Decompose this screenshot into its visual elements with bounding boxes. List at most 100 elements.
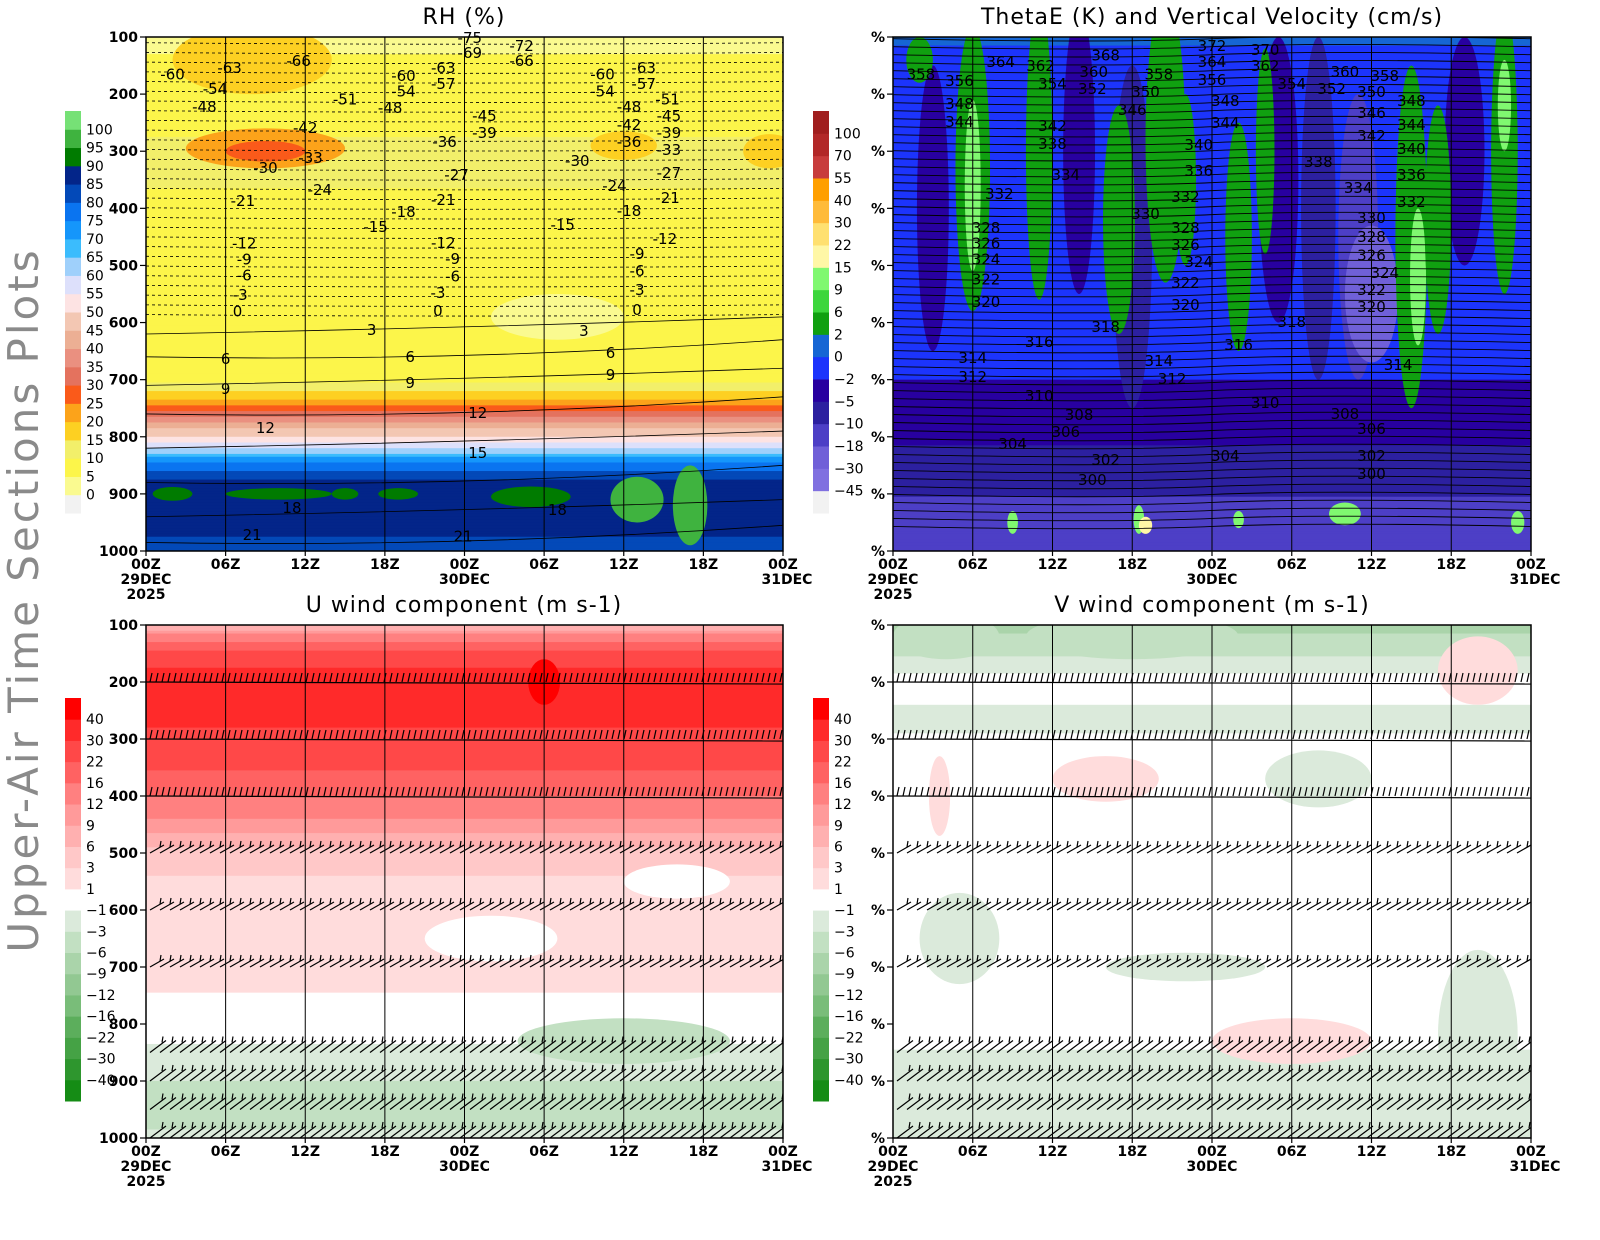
wind-barb (1346, 1093, 1364, 1110)
wind-barb (1296, 1093, 1314, 1110)
wind-barb (1096, 1036, 1114, 1053)
wind-barb (761, 729, 765, 740)
wind-barb (149, 1064, 167, 1082)
wind-barb (527, 729, 531, 740)
wind-barb (1166, 786, 1170, 797)
wind-barb (559, 840, 575, 854)
wind-barb (1516, 897, 1531, 911)
wind-barb (1026, 1093, 1044, 1110)
wind-barb (1178, 729, 1182, 740)
wind-barb (1478, 786, 1482, 797)
wind-barb (219, 954, 235, 968)
x-tick-label: 18Z (370, 557, 400, 573)
contour-label: -60 (160, 66, 185, 84)
wind-barb (629, 954, 645, 968)
wind-barb (1106, 729, 1110, 740)
wind-barb (221, 786, 225, 797)
wind-barb (986, 1064, 1004, 1082)
wind-barb (1156, 1064, 1174, 1082)
contour-label: -72 (509, 37, 534, 55)
x-tick-label: 18Z (1436, 557, 1466, 573)
x-tick-label: 12Z (1357, 1144, 1387, 1160)
contour-label: 324 (1184, 253, 1213, 271)
field-feature (743, 134, 783, 169)
wind-barb (926, 1036, 944, 1053)
wind-barb (1256, 1064, 1274, 1082)
wind-barb (1496, 786, 1500, 797)
wind-barb (589, 1036, 607, 1053)
wind-barb (1490, 672, 1494, 683)
wind-barb (1136, 1036, 1154, 1053)
wind-barb (1166, 1093, 1184, 1110)
wind-barb (353, 786, 357, 797)
wind-barb (419, 1036, 437, 1053)
wind-barb (1506, 840, 1522, 854)
wind-barb (755, 786, 759, 797)
wind-barb (509, 954, 525, 968)
wind-barb (575, 786, 579, 797)
wind-barb (1476, 1036, 1494, 1053)
x-tick-label: 00Z (450, 1144, 480, 1160)
wind-barb (1076, 840, 1092, 854)
x-date-label: 29DEC (868, 572, 919, 588)
colorbar-swatch (813, 468, 829, 492)
wind-barb (1366, 1093, 1384, 1110)
wind-barb (976, 840, 992, 854)
wind-barb (1266, 1036, 1284, 1053)
wind-barb (209, 786, 213, 797)
wind-barb (1400, 672, 1404, 683)
wind-barb (503, 672, 507, 683)
wind-barb (539, 786, 543, 797)
wind-barb (729, 897, 745, 911)
contour-label: -9 (630, 245, 645, 263)
wind-barb (197, 729, 201, 740)
wind-barb (317, 786, 321, 797)
wind-barb (906, 954, 922, 968)
wind-barb (669, 1121, 687, 1138)
wind-barb (227, 672, 231, 683)
contour-label: 304 (998, 435, 1027, 453)
wind-barb (1286, 729, 1290, 740)
contour-label: 324 (972, 251, 1001, 269)
wind-barb (1226, 786, 1230, 797)
wind-barb (1040, 672, 1044, 683)
contour-label: -45 (657, 107, 682, 125)
wind-barb (389, 954, 405, 968)
wind-barb (1266, 897, 1282, 911)
wind-barb (369, 1036, 387, 1053)
wind-barb (725, 672, 729, 683)
wind-barb (1466, 1064, 1484, 1082)
wind-barb (1448, 729, 1452, 740)
colorbar-label: 12 (86, 797, 104, 813)
wind-barb (227, 786, 231, 797)
contour-label: 9 (221, 380, 231, 398)
wind-barb (149, 954, 165, 968)
wind-barb (908, 672, 912, 683)
wind-barb (1124, 672, 1128, 683)
wind-barb (1416, 954, 1432, 968)
wind-barb (219, 1093, 237, 1110)
wind-barbs (146, 672, 783, 1138)
wind-barb (341, 729, 345, 740)
wind-barb (229, 954, 245, 968)
wind-barb (968, 786, 972, 797)
wind-barb (1400, 729, 1404, 740)
wind-barb (1226, 1036, 1244, 1053)
wind-barb (579, 897, 595, 911)
wind-barb (914, 729, 918, 740)
wind-barb (1400, 786, 1404, 797)
wind-barb (1376, 1121, 1394, 1138)
wind-barb (932, 729, 936, 740)
wind-barb (409, 1121, 427, 1138)
wind-barb (956, 786, 960, 797)
wind-barb (659, 1064, 677, 1082)
wind-barb (1172, 729, 1176, 740)
wind-barb (599, 786, 603, 797)
wind-barb (1406, 954, 1422, 968)
wind-barb (1366, 1036, 1384, 1053)
contour-label: 356 (945, 72, 974, 90)
wind-barb (996, 1093, 1014, 1110)
wind-barb (449, 786, 453, 797)
wind-barb (167, 729, 171, 740)
wind-barb (1326, 1093, 1344, 1110)
